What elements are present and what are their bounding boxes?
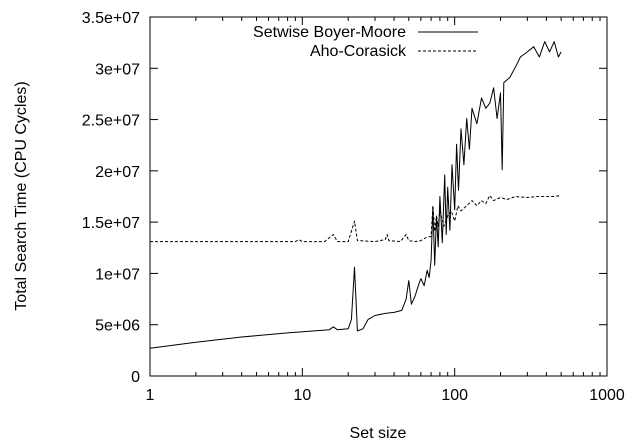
- x-tick-label: 1: [146, 387, 155, 404]
- y-tick-label: 3e+07: [95, 61, 140, 78]
- series-line-setwise-boyer-moore: [149, 41, 562, 349]
- plot-frame: [149, 16, 608, 377]
- series-line-aho-corasick: [150, 195, 562, 243]
- x-axis-ticks: 1 10 100 1000: [146, 17, 625, 404]
- y-tick-label: 2e+07: [95, 164, 140, 181]
- y-tick-label: 1.5e+07: [82, 215, 140, 232]
- y-tick-label: 0: [131, 369, 140, 386]
- legend-label-aho-corasick: Aho-Corasick: [310, 43, 407, 60]
- series-layer: [149, 41, 562, 349]
- y-axis-label: Total Search Time (CPU Cycles): [13, 81, 30, 310]
- y-tick-label: 1e+07: [95, 266, 140, 283]
- y-axis-ticks: 0 5e+06 1e+07 1.5e+07 2e+07 2.5e+07 3e+07 3.5e+…: [82, 10, 607, 386]
- x-tick-label: 100: [441, 387, 468, 404]
- y-tick-label: 2.5e+07: [82, 113, 140, 130]
- x-tick-label: 10: [293, 387, 311, 404]
- legend-label-setwise-boyer-moore: Setwise Boyer-Moore: [253, 24, 406, 41]
- x-tick-label: 1000: [589, 387, 625, 404]
- x-axis-label: Set size: [350, 425, 407, 442]
- legend: Setwise Boyer-Moore Aho-Corasick: [253, 24, 478, 60]
- y-tick-label: 5e+06: [95, 318, 140, 335]
- y-tick-label: 3.5e+07: [82, 10, 140, 27]
